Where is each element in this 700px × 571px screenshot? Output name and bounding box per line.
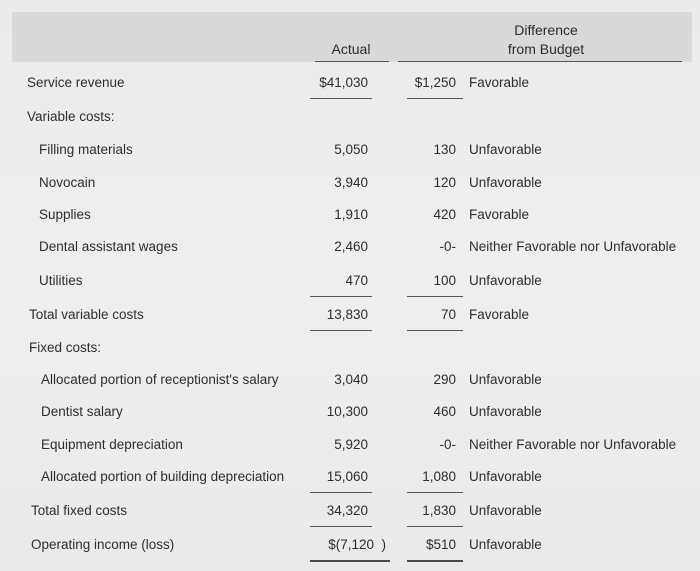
- row-label: Service revenue: [27, 75, 125, 90]
- row-label: Filling materials: [39, 142, 133, 157]
- actual-value: 3,040: [334, 372, 368, 387]
- row-label: Total fixed costs: [31, 503, 128, 518]
- actual-value: 34,320: [326, 503, 368, 518]
- revenue-actual-rule: [310, 98, 372, 99]
- table-row: Allocated portion of receptionist's sala…: [0, 370, 700, 390]
- actual-value: 3,940: [334, 175, 368, 190]
- variance-status: Favorable: [469, 75, 530, 90]
- section-label: Variable costs:: [27, 109, 115, 124]
- table-row: Equipment depreciation 5,920 -0- Neither…: [0, 435, 700, 455]
- variance-status: Unfavorable: [469, 372, 542, 387]
- actual-value: 5,920: [334, 437, 368, 452]
- actual-value: $(7,120 ): [328, 537, 386, 552]
- table-row: Dentist salary 10,300 460 Unfavorable: [0, 402, 700, 422]
- row-label: Novocain: [39, 175, 96, 190]
- actual-value: 5,050: [334, 142, 368, 157]
- row-label: Equipment depreciation: [41, 437, 183, 452]
- actual-value: 15,060: [326, 469, 368, 484]
- variable-total-diff-rule: [407, 330, 463, 331]
- fixed-total-actual-rule: [310, 526, 372, 527]
- variance-status: Unfavorable: [469, 469, 542, 484]
- operating-income-actual-double-rule: [310, 560, 390, 562]
- row-label: Allocated portion of receptionist's sala…: [41, 372, 279, 387]
- table-row: Filling materials 5,050 130 Unfavorable: [0, 140, 700, 160]
- variable-subtotal-diff-rule: [407, 296, 463, 297]
- fixed-subtotal-actual-rule: [310, 492, 372, 493]
- variance-status: Unfavorable: [469, 273, 542, 288]
- difference-value: 70: [440, 307, 456, 322]
- row-label: Allocated portion of building depreciati…: [41, 469, 285, 484]
- fixed-total-diff-rule: [407, 526, 463, 527]
- revenue-diff-rule: [407, 98, 463, 99]
- variance-status: Unfavorable: [469, 537, 542, 552]
- fixed-subtotal-diff-rule: [407, 492, 463, 493]
- actual-column-header: Actual: [331, 41, 371, 57]
- table-row: Total fixed costs 34,320 1,830 Unfavorab…: [0, 501, 700, 521]
- section-label: Fixed costs:: [29, 340, 102, 355]
- table-row: Novocain 3,940 120 Unfavorable: [0, 173, 700, 193]
- difference-value: -0-: [439, 437, 457, 452]
- table-row: Variable costs:: [0, 107, 700, 127]
- variable-subtotal-actual-rule: [310, 296, 372, 297]
- difference-value: $510: [425, 537, 456, 552]
- difference-value: 290: [433, 372, 456, 387]
- difference-value: $1,250: [414, 75, 456, 90]
- variance-status: Neither Favorable nor Unfavorable: [469, 239, 677, 254]
- table-row: Service revenue $41,030 $1,250 Favorable: [0, 73, 700, 93]
- difference-value: 120: [433, 175, 456, 190]
- actual-value: $41,030: [319, 75, 368, 90]
- table-row: Fixed costs:: [0, 338, 700, 358]
- actual-value: 2,460: [334, 239, 368, 254]
- table-row: Utilities 470 100 Unfavorable: [0, 271, 700, 291]
- variance-status: Neither Favorable nor Unfavorable: [469, 437, 677, 452]
- actual-value: 470: [345, 273, 368, 288]
- table-row: Supplies 1,910 420 Favorable: [0, 205, 700, 225]
- difference-header-rule: [398, 61, 682, 62]
- table-row: Total variable costs 13,830 70 Favorable: [0, 305, 700, 325]
- difference-value: 100: [433, 273, 456, 288]
- variance-status: Unfavorable: [469, 142, 542, 157]
- actual-value: 10,300: [326, 404, 368, 419]
- difference-header-line1: Difference: [514, 22, 578, 38]
- variance-status: Favorable: [469, 207, 530, 222]
- table-header-band: [12, 12, 692, 62]
- row-label: Dental assistant wages: [39, 239, 178, 254]
- row-label: Dentist salary: [41, 404, 123, 419]
- table-row: Operating income (loss) $(7,120 ) $510 U…: [0, 535, 700, 555]
- difference-value: 130: [433, 142, 456, 157]
- row-label: Total variable costs: [29, 307, 144, 322]
- table-row: Allocated portion of building depreciati…: [0, 467, 700, 487]
- difference-value: -0-: [439, 239, 457, 254]
- actual-value: 1,910: [334, 207, 368, 222]
- row-label: Supplies: [39, 207, 91, 222]
- variance-status: Unfavorable: [469, 175, 542, 190]
- difference-value: 420: [433, 207, 456, 222]
- difference-value: 1,080: [422, 469, 456, 484]
- actual-value: 13,830: [326, 307, 368, 322]
- variance-status: Favorable: [469, 307, 530, 322]
- row-label: Utilities: [39, 273, 83, 288]
- table-row: Dental assistant wages 2,460 -0- Neither…: [0, 237, 700, 257]
- variable-total-actual-rule: [310, 330, 372, 331]
- operating-income-diff-double-rule: [407, 560, 463, 562]
- actual-header-rule: [315, 61, 389, 62]
- row-label: Operating income (loss): [31, 537, 175, 552]
- difference-header-line2: from Budget: [507, 41, 585, 57]
- difference-value: 460: [433, 404, 456, 419]
- difference-value: 1,830: [422, 503, 456, 518]
- variance-status: Unfavorable: [469, 503, 542, 518]
- difference-column-header: Difference from Budget: [490, 21, 602, 59]
- variance-status: Unfavorable: [469, 404, 542, 419]
